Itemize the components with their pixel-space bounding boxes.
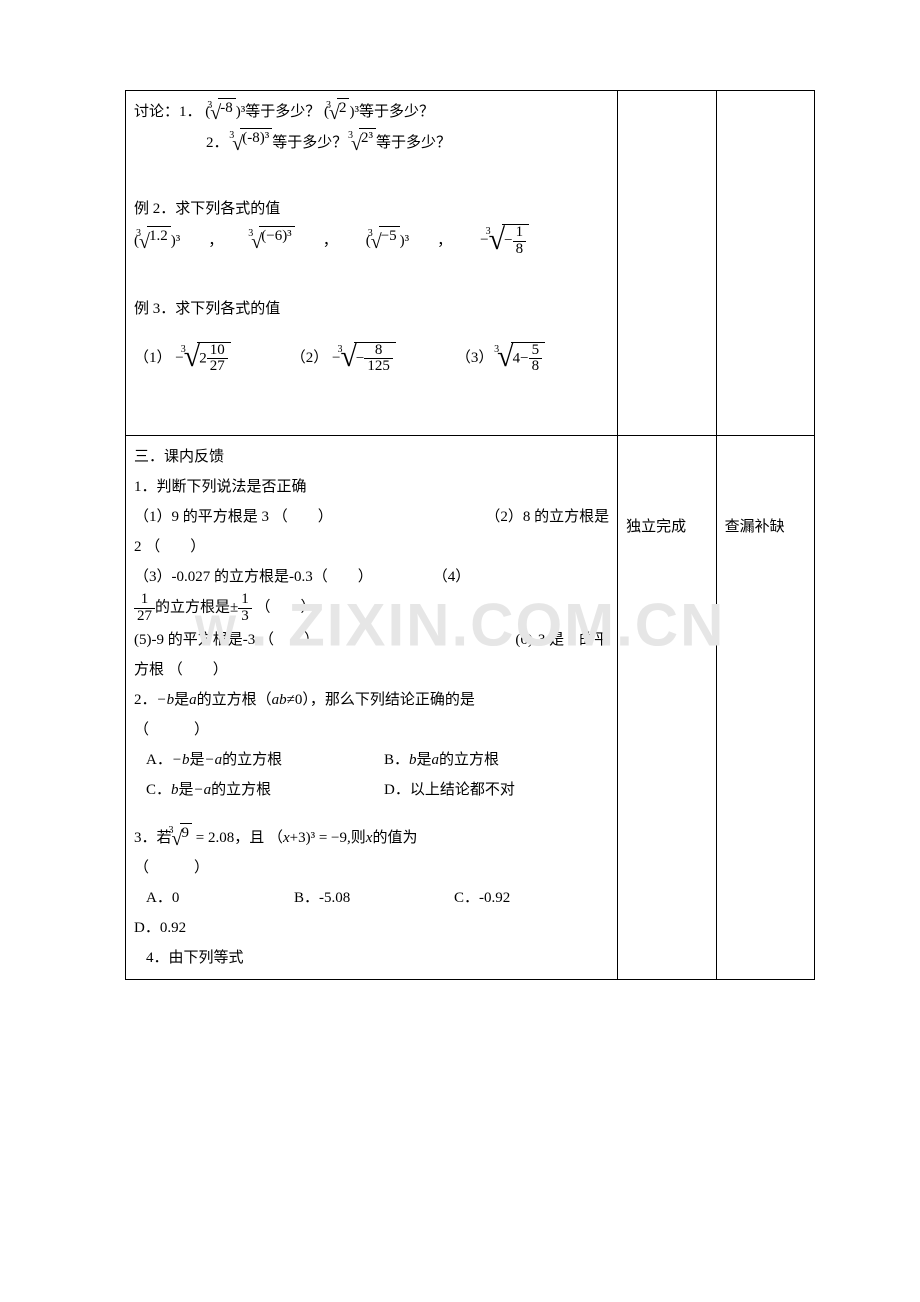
q1-2a: （2）8 的立方根是	[485, 502, 609, 532]
note-cell: 独立完成	[618, 436, 716, 980]
col2-text: 独立完成	[626, 512, 707, 542]
content-cell: 三．课内反馈 1．判断下列说法是否正确 （1）9 的平方根是 3 （ ） （2）…	[126, 436, 618, 980]
example-2-title: 例 2．求下列各式的值	[134, 194, 609, 224]
q1-6b: 方根 （ ）	[134, 655, 609, 685]
q1-5: (5)-9 的平方根是-3 （ ）	[134, 625, 319, 655]
d2-prefix: 2．	[206, 135, 229, 151]
discuss-2: 2． 3√(-8)³等于多少？ 3√2³等于多少？	[134, 128, 609, 159]
col3-text: 查漏补缺	[725, 512, 806, 542]
example-3-title: 例 3．求下列各式的值	[134, 294, 609, 324]
q2: 2．−b是a的立方根（ab≠0），那么下列结论正确的是	[134, 685, 609, 715]
q1-2b: 2 （ ）	[134, 532, 609, 562]
note-cell	[618, 91, 716, 436]
example-3-items: （1） −3√21027 （2） −3√−8125 （3） 3√4−58	[134, 342, 609, 376]
q4: 4．由下列等式	[134, 943, 609, 973]
page: W . ZIXIN.COM.CN 讨论：1． (3√-8)³等于多少？ (3√2…	[0, 0, 920, 1302]
q3-paren: （ ）	[134, 853, 609, 883]
q3-opts: A．0 B．-5.08 C．-0.92	[134, 883, 609, 913]
q3: 3．若3√9 = 2.08，且 （x+3)³ = −9,则x的值为	[134, 823, 609, 854]
main-table: 讨论：1． (3√-8)³等于多少？ (3√2)³等于多少？ 2． 3√(-8)…	[125, 90, 815, 980]
table-row: 三．课内反馈 1．判断下列说法是否正确 （1）9 的平方根是 3 （ ） （2）…	[126, 436, 815, 980]
q1-6a: (6)-3 是 9 的平	[515, 625, 609, 655]
q2-paren: （ ）	[134, 715, 609, 745]
example-2-items: (3√1.2)³ ， 3√(−6)³ ， (3√−5)³ ， −3√−18	[134, 224, 609, 258]
note-cell: 查漏补缺	[716, 436, 814, 980]
q1-4: 127的立方根是±13 （ ）	[134, 592, 609, 625]
q1-1: （1）9 的平方根是 3 （ ）	[134, 502, 333, 532]
table-row: 讨论：1． (3√-8)³等于多少？ (3√2)³等于多少？ 2． 3√(-8)…	[126, 91, 815, 436]
q1-3: （3）-0.027 的立方根是-0.3（ ）	[134, 562, 373, 592]
section-title: 三．课内反馈	[134, 442, 609, 472]
q1-4-label: （4）	[433, 562, 471, 592]
discuss-label: 讨论：1．	[134, 104, 202, 120]
q2-row2: C．b是−a的立方根 D．以上结论都不对	[134, 775, 609, 805]
note-cell	[716, 91, 814, 436]
q1-title: 1．判断下列说法是否正确	[134, 472, 609, 502]
q3-optD: D．0.92	[134, 913, 609, 943]
content-cell: 讨论：1． (3√-8)³等于多少？ (3√2)³等于多少？ 2． 3√(-8)…	[126, 91, 618, 436]
q2-row1: A．−b是−a的立方根 B．b是a的立方根	[134, 745, 609, 775]
discuss-1: 讨论：1． (3√-8)³等于多少？ (3√2)³等于多少？	[134, 97, 609, 128]
